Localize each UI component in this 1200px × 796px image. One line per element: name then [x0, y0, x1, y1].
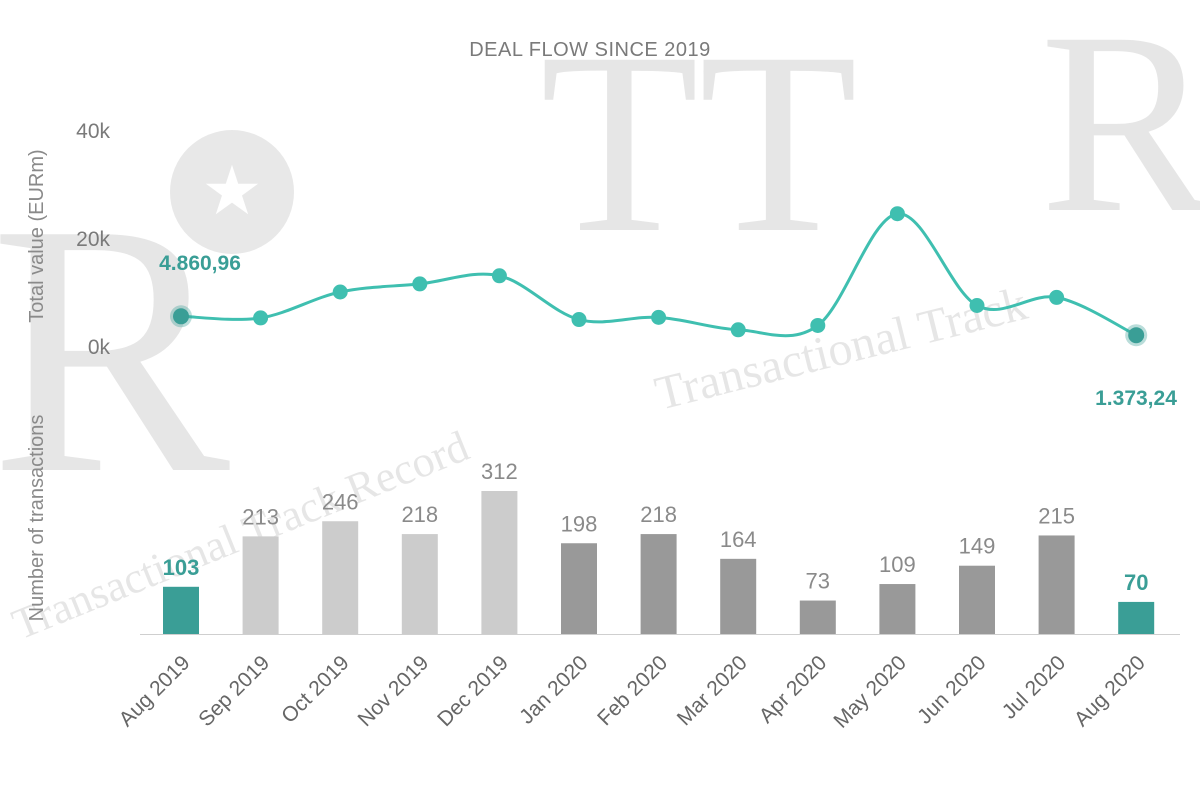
bar-value-label: 103: [163, 555, 200, 580]
line-point: [253, 310, 269, 326]
y-axis-ticks: 40k 20k 0k: [76, 120, 110, 359]
x-axis-ticks: Aug 2019 Sep 2019 Oct 2019 Nov 2019 Dec 2019…: [115, 651, 1150, 732]
watermark-seal: [170, 130, 294, 254]
x-tick-label: Nov 2019: [353, 651, 433, 731]
bar-value-label: 246: [322, 489, 359, 514]
y-tick-label: 0k: [88, 336, 111, 359]
chart-title: DEAL FLOW SINCE 2019: [469, 39, 711, 61]
bar: [322, 521, 359, 634]
line-point: [1049, 289, 1065, 305]
bar: [640, 534, 677, 634]
x-tick-label: Sep 2019: [194, 651, 274, 731]
bar: [799, 600, 836, 634]
x-tick-label: Aug 2020: [1070, 651, 1150, 731]
line-point: [491, 268, 507, 284]
bar-labels: 103 213 246 218 312 198 218 164 73 109 149 215 70: [163, 459, 1149, 595]
y-axis-title-count: Number of transactions: [26, 415, 48, 622]
x-tick-label: Jan 2020: [515, 651, 592, 728]
bar: [481, 491, 518, 634]
x-tick-label: Dec 2019: [433, 651, 513, 731]
x-tick-label: Jul 2020: [998, 651, 1070, 723]
x-tick-label: Aug 2019: [115, 651, 195, 731]
line-point: [412, 276, 428, 292]
bar: [959, 565, 995, 634]
x-tick-label: Jun 2020: [913, 651, 990, 728]
watermark-star-icon: ★: [202, 153, 263, 229]
bar-value-label: 70: [1124, 570, 1148, 595]
bar-value-label: 198: [561, 511, 598, 536]
bar: [1038, 535, 1075, 634]
bar: [401, 534, 438, 634]
first-point-value-label: 4.860,96: [159, 252, 241, 275]
bar-value-label: 213: [242, 504, 279, 529]
x-tick-label: Oct 2019: [277, 651, 354, 728]
y-tick-label: 20k: [76, 228, 110, 251]
x-tick-label: May 2020: [829, 651, 910, 732]
bar-value-label: 109: [879, 552, 916, 577]
bar: [242, 536, 279, 634]
bar-value-label: 218: [640, 502, 677, 527]
line-point: [1128, 327, 1145, 344]
line-point: [571, 312, 587, 328]
line-point: [173, 308, 189, 325]
line-point: [332, 284, 348, 300]
line-point: [969, 298, 985, 313]
y-tick-label: 40k: [76, 120, 110, 143]
x-tick-label: Apr 2020: [755, 651, 832, 728]
bar: [720, 558, 757, 634]
bar-value-label: 215: [1038, 503, 1075, 528]
bar-series: [163, 491, 1155, 634]
line-point: [730, 322, 746, 338]
bar: [879, 584, 916, 634]
last-point-value-label: 1.373,24: [1095, 387, 1177, 410]
line-point: [810, 317, 826, 333]
y-axis-title-value: Total value (EURm): [26, 149, 48, 322]
bar: [163, 586, 199, 634]
bar-value-label: 218: [401, 502, 438, 527]
line-point: [889, 206, 905, 222]
line-point: [651, 309, 667, 325]
line-series: [170, 206, 1148, 347]
bar-value-label: 312: [481, 459, 518, 484]
bar: [1118, 601, 1155, 634]
bar-value-label: 164: [720, 527, 757, 552]
watermark-letter-r2: R: [1040, 0, 1200, 267]
watermark-letters: TT: [540, 0, 858, 287]
bar-value-label: 73: [806, 569, 830, 594]
bar-value-label: 149: [959, 534, 996, 559]
bar: [561, 543, 597, 634]
x-tick-label: Feb 2020: [593, 651, 672, 730]
x-tick-label: Mar 2020: [673, 651, 752, 730]
